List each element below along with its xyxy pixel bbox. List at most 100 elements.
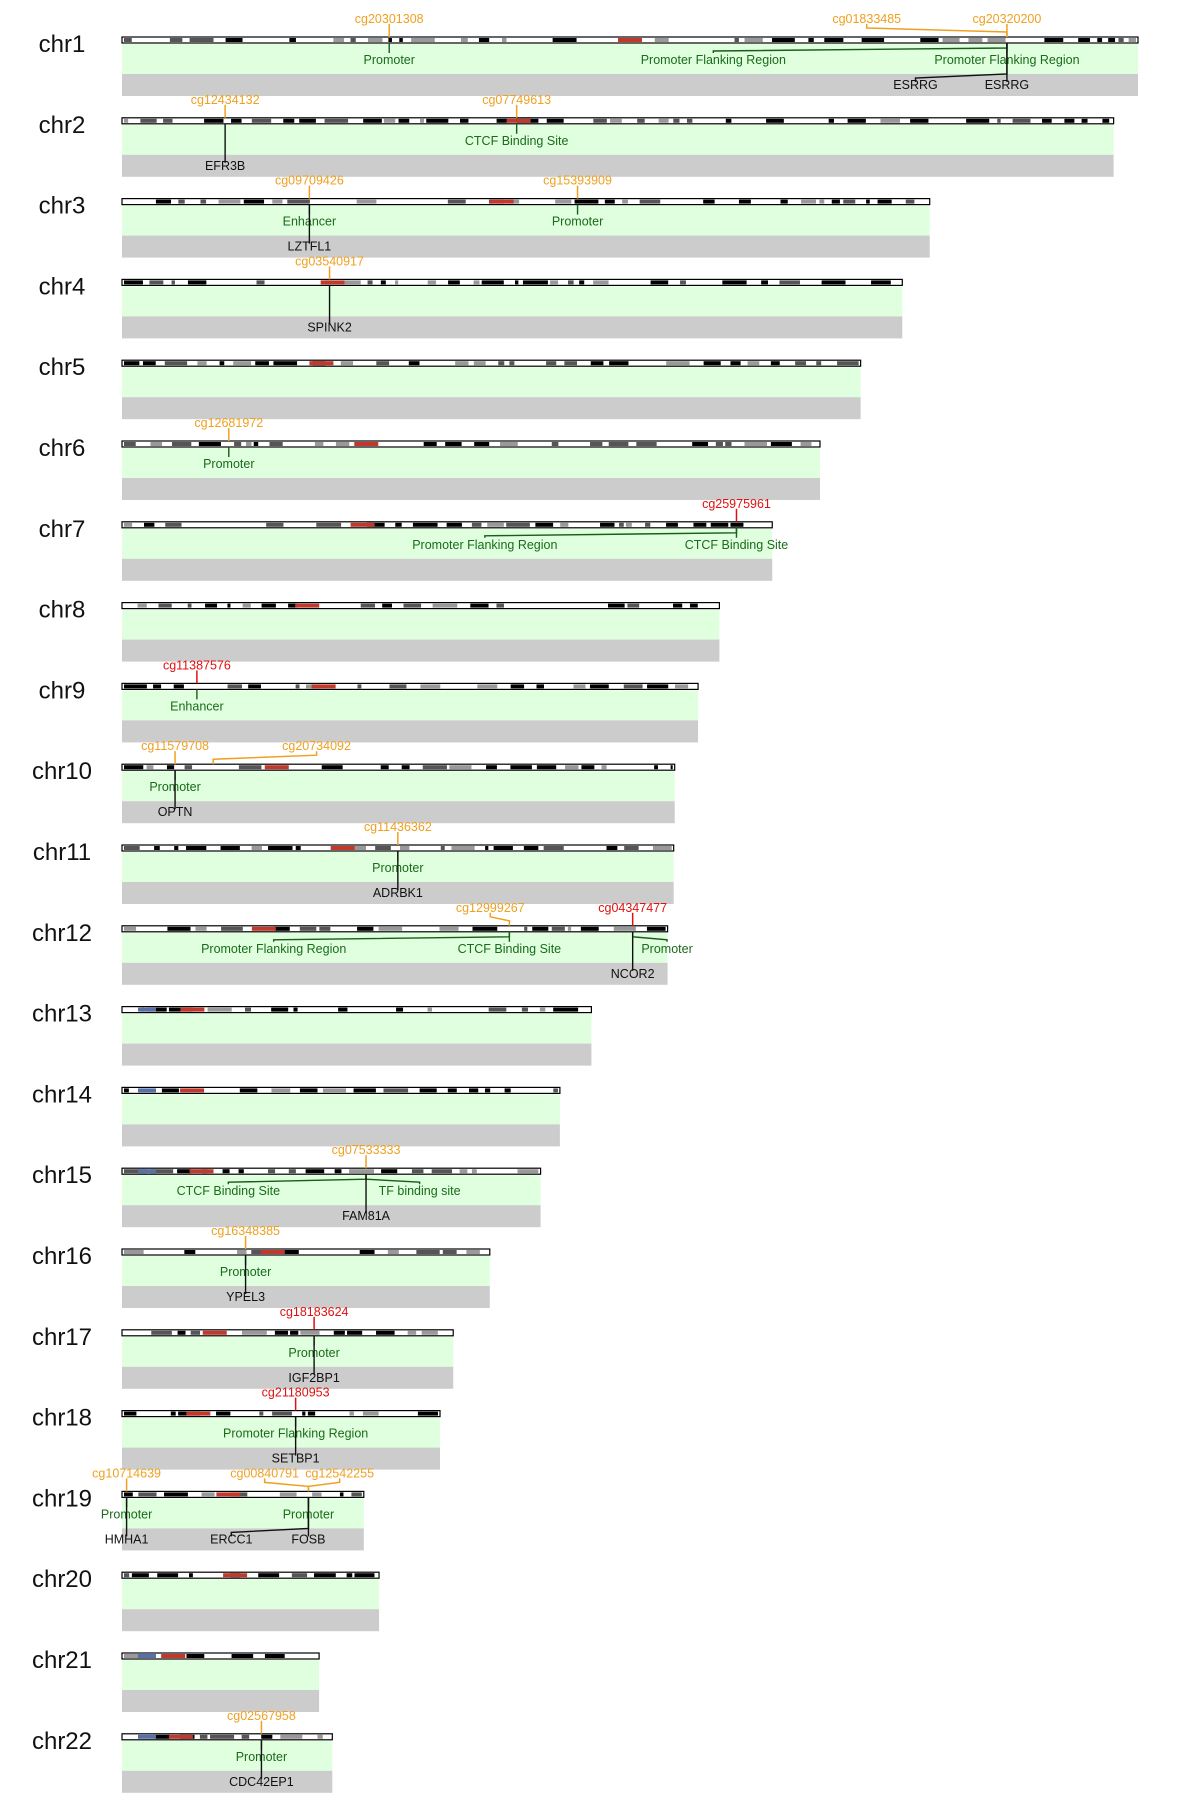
gene-track bbox=[122, 1690, 320, 1712]
ideogram-band bbox=[288, 603, 297, 608]
ideogram-band bbox=[442, 1250, 457, 1254]
ideogram-band bbox=[210, 1734, 235, 1739]
ideogram-band bbox=[124, 1492, 133, 1497]
ideogram-band bbox=[771, 38, 795, 42]
ideogram-band bbox=[317, 1734, 323, 1739]
ideogram-band bbox=[268, 846, 293, 850]
chromosome-label: chr8 bbox=[39, 597, 86, 624]
gene-label: IGF2BP1 bbox=[288, 1371, 339, 1385]
ideogram-band bbox=[383, 1088, 409, 1093]
ideogram-band bbox=[333, 1330, 345, 1335]
probe-annotation: cg12999267 Promoter Flanking Region CTCF B… bbox=[201, 901, 561, 956]
ideogram bbox=[121, 1005, 592, 1014]
regulatory-region-track bbox=[122, 1740, 333, 1771]
ideogram-band bbox=[619, 522, 624, 527]
ideogram-band bbox=[314, 442, 324, 446]
region-label: CTCF Binding Site bbox=[685, 538, 789, 552]
ideogram-band bbox=[509, 199, 520, 204]
ideogram-outline bbox=[121, 198, 931, 206]
regulatory-region-track bbox=[122, 1013, 592, 1044]
ideogram-band bbox=[824, 38, 844, 42]
ideogram-band bbox=[234, 442, 242, 446]
chromosome-row-chr4: chr4 cg03540917 SPINK2 bbox=[39, 254, 903, 339]
ideogram-band bbox=[593, 118, 607, 123]
ideogram-band bbox=[380, 280, 386, 285]
ideogram-band bbox=[334, 1169, 342, 1174]
ideogram-band bbox=[237, 1250, 247, 1254]
chromosome-label: chr14 bbox=[32, 1081, 92, 1108]
ideogram-band bbox=[449, 765, 472, 770]
ideogram-band bbox=[241, 1330, 267, 1335]
ideogram-band bbox=[567, 926, 572, 931]
regulatory-region-track bbox=[122, 448, 820, 478]
ideogram-band bbox=[819, 199, 825, 204]
ideogram-band bbox=[455, 361, 469, 366]
ideogram-band bbox=[431, 1169, 453, 1174]
gene-label: ESRRG bbox=[985, 78, 1029, 92]
ideogram bbox=[121, 1490, 365, 1499]
probe-id-label: cg20320200 bbox=[973, 12, 1042, 26]
ideogram-band bbox=[689, 603, 698, 608]
ideogram-band bbox=[124, 846, 140, 850]
region-label: CTCF Binding Site bbox=[458, 942, 562, 956]
acrocentric-p-arm bbox=[138, 1734, 156, 1739]
ideogram-band bbox=[150, 1169, 174, 1174]
ideogram-band bbox=[622, 199, 628, 204]
ideogram-band bbox=[239, 1088, 258, 1093]
probe-id-label: cg12434132 bbox=[191, 93, 260, 107]
ideogram-band bbox=[730, 361, 741, 366]
ideogram-band bbox=[186, 846, 207, 850]
ideogram-band bbox=[178, 199, 185, 204]
ideogram-band bbox=[140, 118, 157, 123]
gene-track bbox=[122, 1124, 560, 1147]
ideogram-band bbox=[395, 522, 402, 527]
ideogram-band bbox=[220, 846, 240, 850]
gene-label: EFR3B bbox=[205, 159, 245, 173]
ideogram-band bbox=[761, 280, 769, 285]
ideogram-band bbox=[446, 522, 462, 527]
ideogram-band bbox=[610, 118, 622, 123]
centromere bbox=[216, 1492, 241, 1497]
ideogram-band bbox=[514, 280, 519, 285]
probe-id-label: cg11436362 bbox=[364, 820, 432, 834]
gene-label: ESRRG bbox=[893, 78, 937, 92]
ideogram-band bbox=[319, 926, 331, 931]
acrocentric-p-arm bbox=[138, 1654, 156, 1658]
gene-track bbox=[122, 558, 773, 581]
ideogram-band bbox=[722, 280, 747, 285]
ideogram-band bbox=[279, 1492, 297, 1497]
ideogram-band bbox=[770, 442, 792, 446]
ideogram-band bbox=[432, 603, 458, 608]
chromosome-label: chr16 bbox=[32, 1243, 92, 1270]
ideogram-band bbox=[471, 522, 482, 527]
ideogram-band bbox=[376, 361, 390, 366]
ideogram-band bbox=[339, 1492, 344, 1497]
ideogram-band bbox=[608, 442, 629, 446]
ideogram-band bbox=[692, 442, 709, 446]
ideogram-band bbox=[1012, 118, 1031, 123]
ideogram-band bbox=[580, 926, 599, 931]
ideogram-band bbox=[654, 765, 658, 770]
probe-id-label: cg04347477 bbox=[598, 901, 667, 915]
probe-id-label: cg03540917 bbox=[295, 254, 364, 268]
centromere bbox=[295, 603, 320, 608]
region-label: Enhancer bbox=[170, 699, 224, 713]
ideogram-band bbox=[205, 603, 218, 608]
ideogram-band bbox=[871, 280, 891, 285]
chromosome-row-chr15: chr15 cg07533333 CTCF Binding Site TF bindi… bbox=[32, 1143, 542, 1228]
probe-id-label: cg07749613 bbox=[482, 93, 551, 107]
region-label: CTCF Binding Site bbox=[465, 134, 569, 148]
region-label: TF binding site bbox=[379, 1184, 461, 1198]
ideogram-band bbox=[154, 846, 160, 850]
chromosome-label: chr19 bbox=[32, 1485, 92, 1512]
ideogram-band bbox=[222, 1169, 230, 1174]
chromosome-row-chr6: chr6 cg12681972 Promoter bbox=[39, 416, 821, 500]
ideogram-band bbox=[486, 765, 497, 770]
ideogram-band bbox=[861, 38, 885, 42]
ideogram-band bbox=[295, 846, 301, 850]
probe-id-label: cg02567958 bbox=[227, 1709, 296, 1723]
gene-track bbox=[122, 1043, 592, 1066]
ideogram-band bbox=[400, 846, 410, 850]
ideogram-band bbox=[227, 603, 231, 608]
